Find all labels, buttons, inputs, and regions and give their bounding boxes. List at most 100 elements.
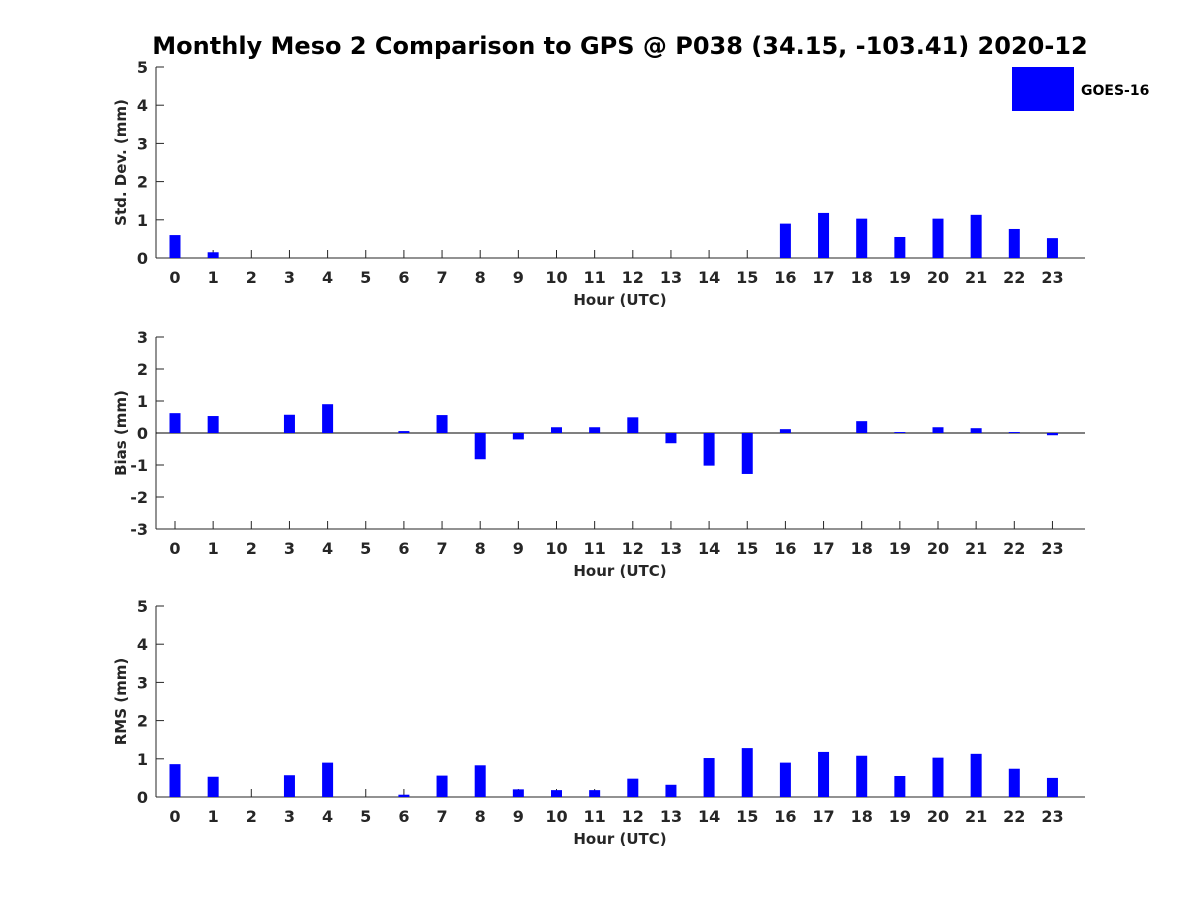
bias-bar-hour-18 bbox=[856, 421, 868, 433]
rms-bar-hour-9 bbox=[512, 789, 524, 797]
rms-bar-hour-12 bbox=[627, 778, 639, 797]
rms-bar-hour-19 bbox=[894, 775, 906, 797]
stddev-y-tick-label: 2 bbox=[137, 173, 148, 192]
bias-x-tick-label: 6 bbox=[398, 539, 409, 558]
bias-y-tick-label: -1 bbox=[130, 456, 148, 475]
bias-bar-hour-20 bbox=[932, 427, 944, 433]
bias-bar-hour-4 bbox=[322, 404, 334, 433]
bias-bar-hour-23 bbox=[1046, 433, 1058, 436]
stddev-bar-hour-17 bbox=[818, 212, 830, 258]
stddev-x-tick-label: 10 bbox=[545, 268, 567, 287]
bias-bar-hour-11 bbox=[589, 427, 601, 433]
rms-bar-hour-18 bbox=[856, 755, 868, 797]
bias-bar-hour-15 bbox=[741, 433, 753, 474]
legend: GOES-16 bbox=[1012, 67, 1149, 111]
rms-x-tick-label: 9 bbox=[513, 807, 524, 826]
rms-x-tick-label: 5 bbox=[360, 807, 371, 826]
stddev-y-tick-label: 5 bbox=[137, 58, 148, 77]
rms-x-tick-label: 16 bbox=[774, 807, 796, 826]
bias-x-tick-label: 7 bbox=[436, 539, 447, 558]
rms-x-tick-label: 8 bbox=[475, 807, 486, 826]
rms-x-axis-label: Hour (UTC) bbox=[573, 830, 666, 848]
stddev-x-tick-label: 15 bbox=[736, 268, 758, 287]
bias-x-tick-label: 10 bbox=[545, 539, 567, 558]
stddev-x-tick-label: 2 bbox=[246, 268, 257, 287]
rms-x-tick-label: 20 bbox=[927, 807, 949, 826]
bias-bar-hour-22 bbox=[1008, 432, 1020, 433]
bias-y-tick-label: 1 bbox=[137, 392, 148, 411]
rms-bar-hour-14 bbox=[703, 758, 715, 797]
rms-x-tick-label: 14 bbox=[698, 807, 720, 826]
stddev-bar-hour-1 bbox=[207, 252, 219, 258]
stddev-x-tick-label: 19 bbox=[889, 268, 911, 287]
rms-x-tick-label: 23 bbox=[1041, 807, 1063, 826]
stddev-x-tick-label: 22 bbox=[1003, 268, 1025, 287]
stddev-bar-hour-18 bbox=[856, 218, 868, 258]
bias-x-tick-label: 0 bbox=[169, 539, 180, 558]
rms-x-tick-label: 10 bbox=[545, 807, 567, 826]
stddev-bar-hour-16 bbox=[779, 223, 791, 258]
stddev-x-tick-label: 12 bbox=[622, 268, 644, 287]
rms-bar-hour-4 bbox=[322, 762, 334, 797]
bias-bar-hour-0 bbox=[169, 413, 181, 433]
rms-y-tick-label: 0 bbox=[137, 788, 148, 807]
rms-x-tick-label: 6 bbox=[398, 807, 409, 826]
stddev-bar-hour-23 bbox=[1046, 238, 1058, 258]
rms-bar-hour-22 bbox=[1008, 768, 1020, 797]
rms-x-tick-label: 15 bbox=[736, 807, 758, 826]
bias-bar-hour-1 bbox=[207, 416, 219, 433]
bias-bar-hour-7 bbox=[436, 415, 448, 433]
rms-bar-hour-20 bbox=[932, 757, 944, 797]
bias-y-tick-label: -2 bbox=[130, 488, 148, 507]
legend-label: GOES-16 bbox=[1081, 83, 1149, 99]
bias-x-tick-label: 15 bbox=[736, 539, 758, 558]
bias-x-tick-label: 4 bbox=[322, 539, 333, 558]
bias-bar-hour-6 bbox=[398, 431, 410, 433]
rms-bar-hour-6 bbox=[398, 794, 410, 797]
stddev-x-tick-label: 3 bbox=[284, 268, 295, 287]
rms-x-tick-label: 1 bbox=[208, 807, 219, 826]
bias-bar-hour-16 bbox=[779, 429, 791, 433]
rms-x-tick-label: 22 bbox=[1003, 807, 1025, 826]
rms-bar-hour-0 bbox=[169, 764, 181, 797]
rms-bar-hour-11 bbox=[589, 790, 601, 797]
rms-x-tick-label: 2 bbox=[246, 807, 257, 826]
rms-x-tick-label: 12 bbox=[622, 807, 644, 826]
bias-x-tick-label: 3 bbox=[284, 539, 295, 558]
bias-y-tick-label: 0 bbox=[137, 424, 148, 443]
bias-x-tick-label: 1 bbox=[208, 539, 219, 558]
rms-x-tick-label: 13 bbox=[660, 807, 682, 826]
stddev-bar-hour-20 bbox=[932, 218, 944, 258]
rms-bar-hour-10 bbox=[551, 790, 562, 797]
stddev-x-tick-label: 21 bbox=[965, 268, 987, 287]
bias-x-tick-label: 19 bbox=[889, 539, 911, 558]
rms-y-tick-label: 1 bbox=[137, 750, 148, 769]
stddev-x-tick-label: 9 bbox=[513, 268, 524, 287]
stddev-x-tick-label: 5 bbox=[360, 268, 371, 287]
rms-bar-hour-7 bbox=[436, 775, 448, 797]
bias-x-tick-label: 21 bbox=[965, 539, 987, 558]
rms-x-tick-label: 19 bbox=[889, 807, 911, 826]
stddev-y-tick-label: 3 bbox=[137, 134, 148, 153]
bias-bar-hour-12 bbox=[627, 417, 639, 433]
rms-bar-hour-13 bbox=[665, 784, 677, 797]
bias-x-tick-label: 14 bbox=[698, 539, 720, 558]
bias-x-tick-label: 2 bbox=[246, 539, 257, 558]
bias-x-tick-label: 16 bbox=[774, 539, 796, 558]
bias-y-tick-label: -3 bbox=[130, 520, 148, 539]
rms-bar-hour-8 bbox=[474, 765, 486, 797]
rms-x-tick-label: 0 bbox=[169, 807, 180, 826]
rms-x-tick-label: 4 bbox=[322, 807, 333, 826]
stddev-bar-hour-19 bbox=[894, 236, 906, 258]
stddev-x-tick-label: 23 bbox=[1041, 268, 1063, 287]
bias-x-tick-label: 20 bbox=[927, 539, 949, 558]
rms-bar-hour-15 bbox=[741, 748, 753, 797]
bias-bar-hour-8 bbox=[474, 433, 486, 460]
stddev-x-tick-label: 8 bbox=[475, 268, 486, 287]
bias-bar-hour-9 bbox=[512, 433, 524, 440]
stddev-bar-hour-22 bbox=[1008, 228, 1020, 258]
